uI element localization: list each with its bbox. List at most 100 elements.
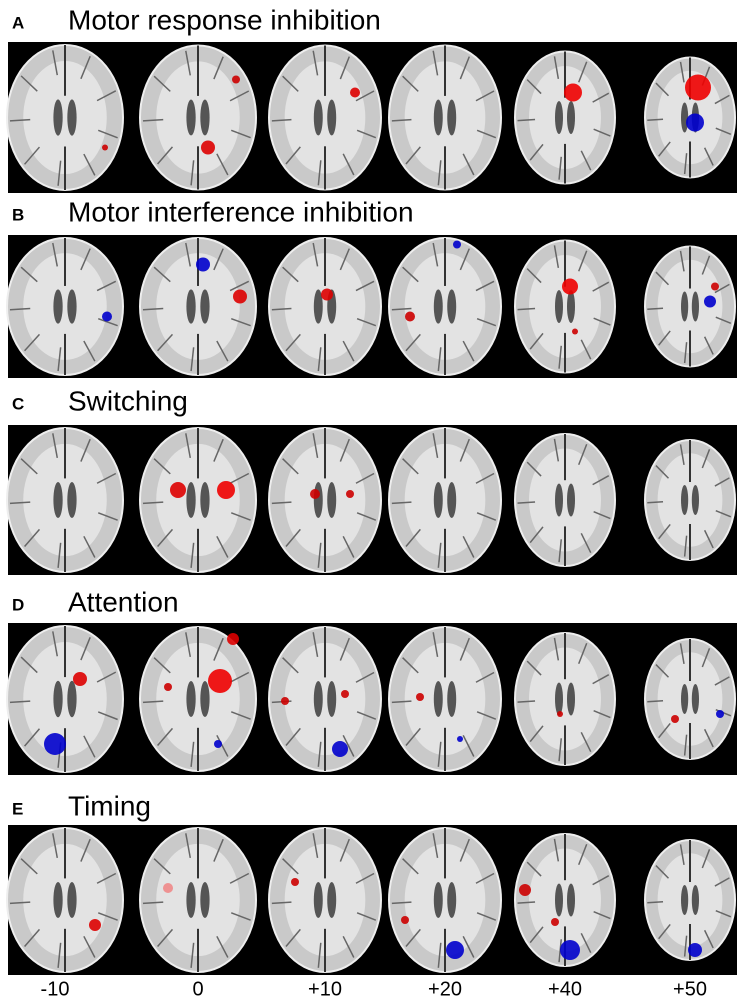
activation bbox=[217, 481, 235, 499]
activation bbox=[233, 290, 247, 304]
activation bbox=[551, 918, 559, 926]
sulcus bbox=[647, 308, 663, 309]
figure: A Motor response inhibition B Motor interfe… bbox=[0, 0, 737, 1003]
panel-title: Timing bbox=[68, 790, 151, 821]
ventricle bbox=[681, 103, 688, 133]
activation bbox=[232, 76, 240, 84]
ventricle bbox=[555, 101, 563, 134]
ventricle bbox=[555, 683, 563, 716]
sulcus bbox=[647, 119, 663, 120]
ventricle bbox=[314, 100, 323, 136]
ventricle bbox=[67, 681, 76, 718]
activation bbox=[562, 279, 578, 295]
activation bbox=[281, 697, 289, 705]
activation bbox=[350, 88, 360, 98]
panel: B Motor interference inhibition bbox=[7, 196, 737, 378]
panel-title: Motor interference inhibition bbox=[68, 196, 414, 227]
slice-label: +50 bbox=[673, 978, 707, 1000]
ventricle bbox=[53, 289, 62, 323]
activation bbox=[102, 145, 108, 151]
ventricle bbox=[67, 289, 76, 323]
slice-label: +10 bbox=[308, 978, 342, 1000]
ventricle bbox=[555, 884, 563, 917]
ventricle bbox=[567, 290, 575, 323]
panel-title: Motor response inhibition bbox=[68, 4, 381, 35]
ventricle bbox=[200, 882, 209, 918]
ventricle bbox=[567, 484, 575, 517]
ventricle bbox=[327, 482, 336, 518]
ventricle bbox=[200, 681, 209, 717]
activation bbox=[686, 114, 704, 132]
activation bbox=[564, 84, 582, 102]
ventricle bbox=[314, 882, 323, 918]
activation bbox=[453, 241, 461, 249]
activation bbox=[201, 141, 215, 155]
activation bbox=[196, 258, 210, 272]
panel-title: Attention bbox=[68, 586, 179, 617]
ventricle bbox=[567, 683, 575, 716]
ventricle bbox=[327, 882, 336, 918]
activation bbox=[446, 941, 464, 959]
panel: A Motor response inhibition bbox=[7, 4, 737, 193]
activation bbox=[341, 690, 349, 698]
activation bbox=[346, 490, 354, 498]
sulcus bbox=[647, 902, 663, 903]
activation bbox=[405, 312, 415, 322]
ventricle bbox=[447, 482, 456, 518]
activation bbox=[208, 669, 232, 693]
activation bbox=[572, 329, 578, 335]
ventricle bbox=[67, 482, 76, 518]
panel-letter: B bbox=[12, 205, 24, 224]
ventricle bbox=[434, 100, 443, 136]
ventricle bbox=[692, 684, 699, 714]
ventricle bbox=[447, 289, 456, 323]
panel: D Attention bbox=[7, 586, 737, 775]
ventricle bbox=[186, 289, 195, 323]
ventricle bbox=[681, 684, 688, 714]
slice-label: +40 bbox=[548, 978, 582, 1000]
activation bbox=[227, 633, 239, 645]
ventricle bbox=[186, 482, 195, 518]
sulcus bbox=[647, 701, 663, 702]
activation bbox=[416, 693, 424, 701]
activation bbox=[291, 878, 299, 886]
activation bbox=[557, 711, 563, 717]
ventricle bbox=[200, 482, 209, 518]
panel-letter: A bbox=[12, 13, 24, 32]
ventricle bbox=[555, 484, 563, 517]
panel-title: Switching bbox=[68, 385, 188, 416]
ventricle bbox=[692, 885, 699, 915]
activation bbox=[164, 683, 172, 691]
activation bbox=[560, 940, 580, 960]
slice-label: +20 bbox=[428, 978, 462, 1000]
ventricle bbox=[567, 101, 575, 134]
ventricle bbox=[186, 882, 195, 918]
activation bbox=[73, 672, 87, 686]
ventricle bbox=[681, 292, 688, 322]
slice-label: -10 bbox=[41, 978, 70, 1000]
panel-letter: C bbox=[12, 394, 24, 413]
ventricle bbox=[447, 100, 456, 136]
activation bbox=[685, 75, 711, 101]
slice-label: 0 bbox=[192, 978, 203, 1000]
activation bbox=[102, 312, 112, 322]
ventricle bbox=[567, 884, 575, 917]
sulcus bbox=[647, 502, 663, 503]
activation bbox=[688, 943, 702, 957]
activation bbox=[671, 715, 679, 723]
ventricle bbox=[447, 681, 456, 717]
ventricle bbox=[327, 681, 336, 717]
ventricle bbox=[681, 485, 688, 515]
panel: ETiming bbox=[7, 790, 737, 975]
activation bbox=[214, 740, 222, 748]
ventricle bbox=[53, 99, 62, 135]
panel-letter: D bbox=[12, 595, 24, 614]
activation bbox=[519, 884, 531, 896]
ventricle bbox=[434, 482, 443, 518]
ventricle bbox=[447, 882, 456, 918]
ventricle bbox=[314, 681, 323, 717]
activation bbox=[163, 883, 173, 893]
activation bbox=[170, 482, 186, 498]
activation bbox=[310, 489, 320, 499]
ventricle bbox=[67, 99, 76, 135]
